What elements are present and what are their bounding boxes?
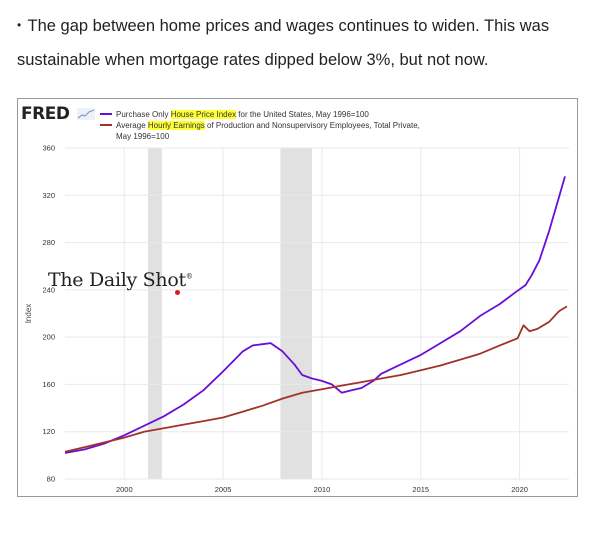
legend-swatch-hpi bbox=[100, 113, 112, 115]
legend-swatch-earnings bbox=[100, 124, 112, 126]
x-tick-label: 2010 bbox=[314, 485, 331, 494]
recession-band-0 bbox=[148, 148, 162, 479]
x-tick-label: 2000 bbox=[116, 485, 133, 494]
x-tick-label: 2005 bbox=[215, 485, 232, 494]
y-tick-label: 80 bbox=[47, 475, 55, 484]
legend-label-earnings: Average Hourly Earnings of Production an… bbox=[116, 121, 420, 130]
fred-logo[interactable]: FRED bbox=[21, 104, 70, 124]
series-line-hpi bbox=[64, 176, 566, 454]
y-axis-title: Index bbox=[24, 304, 33, 324]
daily-shot-watermark: The Daily Shot® bbox=[48, 269, 193, 291]
legend-label-hpi: Purchase Only House Price Index for the … bbox=[116, 110, 369, 119]
chart-legend: Purchase Only House Price Index for the … bbox=[100, 109, 420, 142]
x-tick-label: 2015 bbox=[412, 485, 429, 494]
legend-item-earnings[interactable]: Average Hourly Earnings of Production an… bbox=[100, 120, 420, 131]
bullet: • bbox=[17, 18, 22, 32]
intro-paragraph: • The gap between home prices and wages … bbox=[17, 8, 577, 77]
y-tick-label: 120 bbox=[42, 427, 55, 436]
y-tick-label: 320 bbox=[42, 191, 55, 200]
fred-sparkline-icon bbox=[77, 108, 95, 120]
y-tick-label: 200 bbox=[42, 333, 55, 342]
legend-item-hpi[interactable]: Purchase Only House Price Index for the … bbox=[100, 109, 420, 120]
y-tick-label: 160 bbox=[42, 380, 55, 389]
line-chart: 80 120 160 200 240 280 320 360 2000 2005 2010 2015 2… bbox=[24, 144, 569, 494]
x-tick-label: 2020 bbox=[511, 485, 528, 494]
legend-label-earnings-cont: May 1996=100 bbox=[116, 132, 170, 141]
y-tick-label: 360 bbox=[42, 144, 55, 153]
fred-chart-frame: 80 120 160 200 240 280 320 360 2000 2005 2010 2015 2… bbox=[17, 98, 578, 497]
watermark-dot bbox=[175, 290, 180, 295]
y-tick-label: 240 bbox=[42, 285, 55, 294]
y-tick-label: 280 bbox=[42, 238, 55, 247]
series-line-earnings bbox=[64, 305, 568, 453]
recession-band-1 bbox=[280, 148, 313, 479]
intro-text: The gap between home prices and wages co… bbox=[17, 17, 550, 69]
